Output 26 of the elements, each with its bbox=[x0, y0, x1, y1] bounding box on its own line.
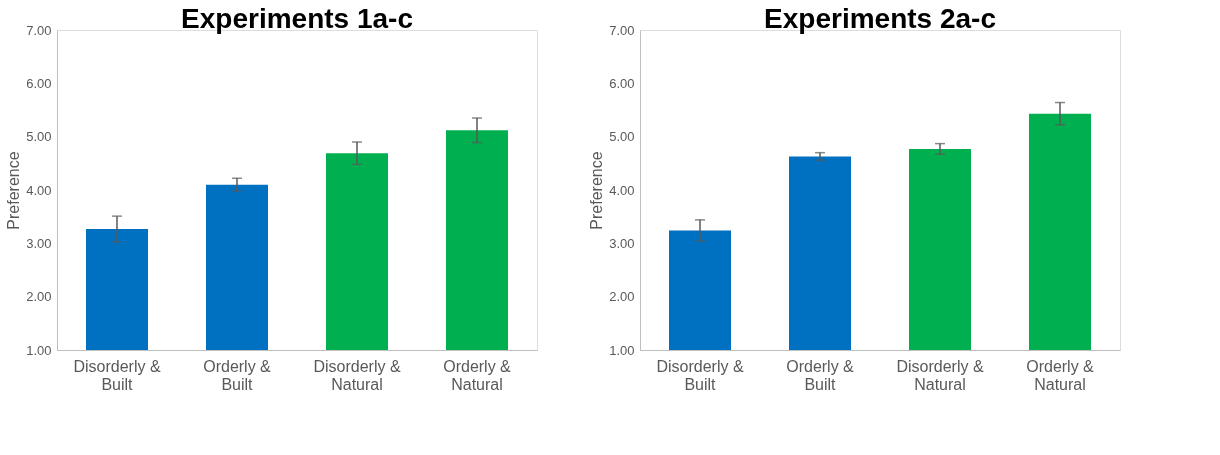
y-tick-label: 3.00 bbox=[26, 235, 52, 251]
chart-title: Experiments 1a-c bbox=[181, 3, 413, 34]
y-tick-label: 1.00 bbox=[26, 342, 52, 358]
x-tick-label: Orderly & Natural bbox=[1026, 357, 1095, 393]
y-tick-label: 4.00 bbox=[26, 182, 52, 198]
y-axis-title: Preference bbox=[588, 151, 606, 230]
y-tick-label: 5.00 bbox=[26, 129, 52, 145]
x-tick-label: Orderly & Natural bbox=[443, 357, 512, 393]
y-tick-label: 7.00 bbox=[609, 22, 635, 38]
x-tick-label: Orderly & Built bbox=[786, 357, 855, 393]
y-tick-label: 4.00 bbox=[609, 182, 635, 198]
y-tick-label: 1.00 bbox=[609, 342, 635, 358]
y-axis-title: Preference bbox=[5, 151, 23, 230]
x-tick-label: Disorderly & Built bbox=[73, 357, 161, 393]
chart-title: Experiments 2a-c bbox=[764, 3, 996, 34]
y-tick-label: 6.00 bbox=[26, 75, 52, 91]
y-tick-label: 3.00 bbox=[609, 235, 635, 251]
y-tick-label: 5.00 bbox=[609, 129, 635, 145]
y-tick-label: 7.00 bbox=[26, 22, 52, 38]
x-tick-label: Disorderly & Natural bbox=[896, 357, 984, 393]
x-tick-label: Disorderly & Built bbox=[656, 357, 744, 393]
x-tick-label: Orderly & Built bbox=[203, 357, 272, 393]
x-tick-label: Disorderly & Natural bbox=[313, 357, 401, 393]
y-tick-label: 6.00 bbox=[609, 75, 635, 91]
y-tick-label: 2.00 bbox=[609, 289, 635, 305]
y-tick-label: 2.00 bbox=[26, 289, 52, 305]
